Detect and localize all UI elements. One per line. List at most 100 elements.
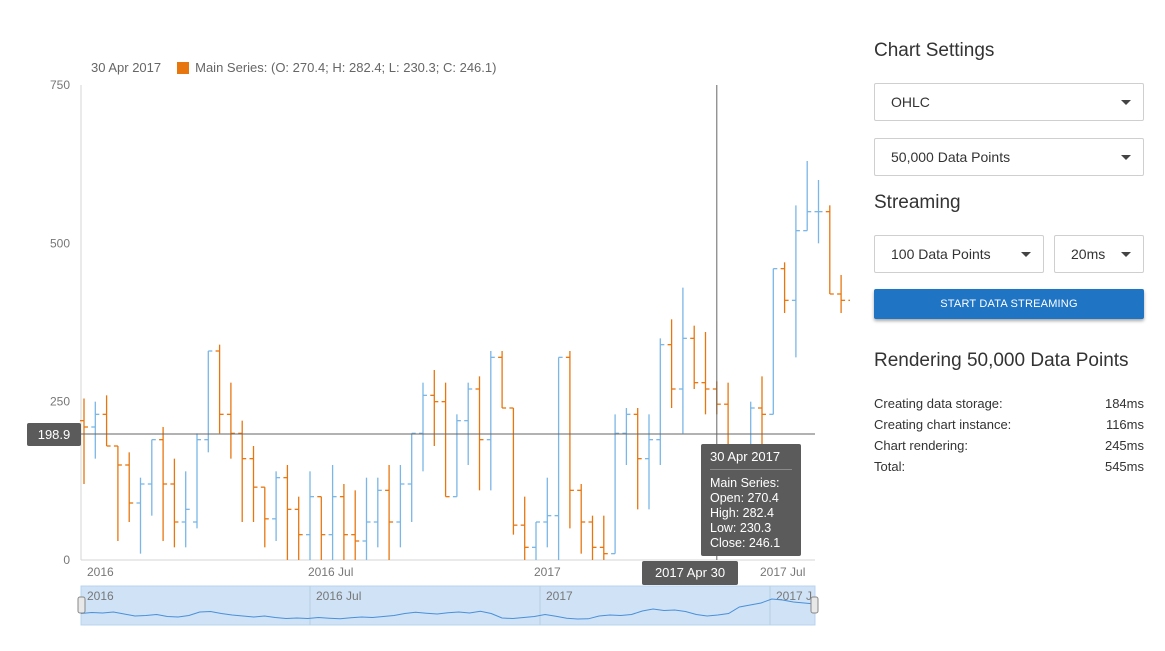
ohlc-bar [565,351,574,529]
ohlc-bar [690,325,699,389]
chevron-down-icon [1121,100,1131,105]
data-points-select[interactable]: 50,000 Data Points [874,138,1144,176]
ohlc-bar [294,496,303,560]
navigator-background [80,585,816,626]
ohlc-bar [283,465,292,560]
chevron-down-icon [1121,252,1131,257]
ohlc-bar [260,486,269,548]
navigator-label: 2017 [546,589,573,603]
ohlc-bar [419,382,427,472]
ohlc-bar [170,458,179,548]
navigator-label: 2017 J [776,589,812,603]
ohlc-bar [249,446,258,522]
ohlc-bar [486,351,495,491]
ohlc-bar [791,205,800,358]
ohlc-bar [328,465,337,560]
ohlc-bar [226,382,235,459]
ohlc-bar [385,465,394,560]
navigator-label: 2016 Jul [316,589,361,603]
ohlc-bar [758,376,766,453]
ohlc-bar [498,351,507,409]
ohlc-bar [509,407,518,535]
stat-value: 545ms [1104,459,1144,474]
navigator-label: 2016 [87,589,114,603]
ohlc-bar [204,350,213,453]
stream-points-select[interactable]: 100 Data Points [874,235,1044,273]
ohlc-bar [181,471,190,548]
ohlc-bar [102,395,111,447]
render-stats: Creating data storage: 184ms Creating ch… [874,395,1144,479]
ohlc-bar [848,299,850,301]
ohlc-bar [837,275,846,313]
stat-row: Creating data storage: 184ms [874,395,1144,416]
ohlc-bar [125,452,134,522]
stat-row: Total: 545ms [874,458,1144,479]
ohlc-bar [532,521,540,560]
data-tooltip: 30 Apr 2017 Main Series: Open: 270.4 Hig… [701,444,801,556]
ohlc-bar [622,408,631,465]
crosshair-x-label: 2017 Apr 30 [642,561,738,585]
ohlc-bar [543,477,552,548]
start-streaming-button[interactable]: START DATA STREAMING [874,289,1144,319]
y-tick-label: 750 [50,78,70,92]
y-tick-label: 0 [63,553,70,567]
rendering-title: Rendering 50,000 Data Points [874,350,1129,371]
ohlc-bar [633,408,642,510]
ohlc-bar [475,376,484,491]
ohlc-bar [396,465,405,548]
x-tick-label: 2017 [534,565,561,579]
navigator-series-line [80,598,816,620]
ohlc-bar [351,490,360,560]
ohlc-bar [238,420,247,522]
stream-interval-select[interactable]: 20ms [1054,235,1144,273]
tooltip-series: Main Series: [710,476,780,490]
stat-label: Chart rendering: [874,438,968,453]
stream-points-value: 100 Data Points [891,246,991,262]
ohlc-bar [159,427,168,541]
stat-label: Creating data storage: [874,396,1003,411]
navigator-handle[interactable] [77,596,86,614]
tooltip-close: Close: 246.1 [710,536,781,550]
grid-layer: 750 500 250 0 2016 2016 Jul 2017 2017 Jul [50,78,815,579]
ohlc-bar [520,496,529,560]
ohlc-bar [464,382,473,465]
ohlc-bar [373,477,382,548]
x-tick-label: 2016 Jul [308,565,353,579]
tooltip-low: Low: 230.3 [710,521,772,535]
ohlc-bar [272,471,281,541]
chart-type-select[interactable]: OHLC [874,83,1144,121]
legend-series-text: Main Series: (O: 270.4; H: 282.4; L: 230… [195,60,497,75]
ohlc-bar [147,439,156,516]
crosshair-y-label: 198.9 [27,423,81,446]
ohlc-bar [701,332,710,415]
x-tick-label: 2017 Jul [760,565,805,579]
navigator-handle[interactable] [810,596,819,614]
chevron-down-icon [1121,155,1131,160]
ohlc-bar [554,356,563,560]
ohlc-bar [611,414,620,555]
data-points-value: 50,000 Data Points [891,149,1011,165]
ohlc-bar [769,268,778,415]
ohlc-bar [577,484,586,554]
ohlc-bar [678,287,687,434]
ohlc-bar [656,338,665,465]
chart-area[interactable]: 750 500 250 0 2016 2016 Jul 2017 2017 Jul 2016 2… [0,0,850,651]
ohlc-bar [339,484,348,560]
ohlc-bar [136,477,145,554]
stat-label: Total: [874,459,906,474]
ohlc-bar [667,319,676,408]
ohlc-bar [193,433,201,529]
ohlc-bar [80,398,88,484]
ohlc-bar [113,445,122,541]
chart-legend: 30 Apr 2017 Main Series: (O: 270.4; H: 2… [91,60,496,75]
x-tick-label: 2016 [87,565,114,579]
tooltip-high: High: 282.4 [710,506,774,520]
ohlc-bar [588,515,597,560]
ohlc-bars [80,161,850,560]
navigator[interactable]: 2016 2016 Jul 2017 2017 J [77,585,819,626]
y-tick-label: 250 [50,395,70,409]
ohlc-bar [407,432,416,522]
chart-settings-title: Chart Settings [874,40,995,61]
y-tick-label: 500 [50,236,70,250]
